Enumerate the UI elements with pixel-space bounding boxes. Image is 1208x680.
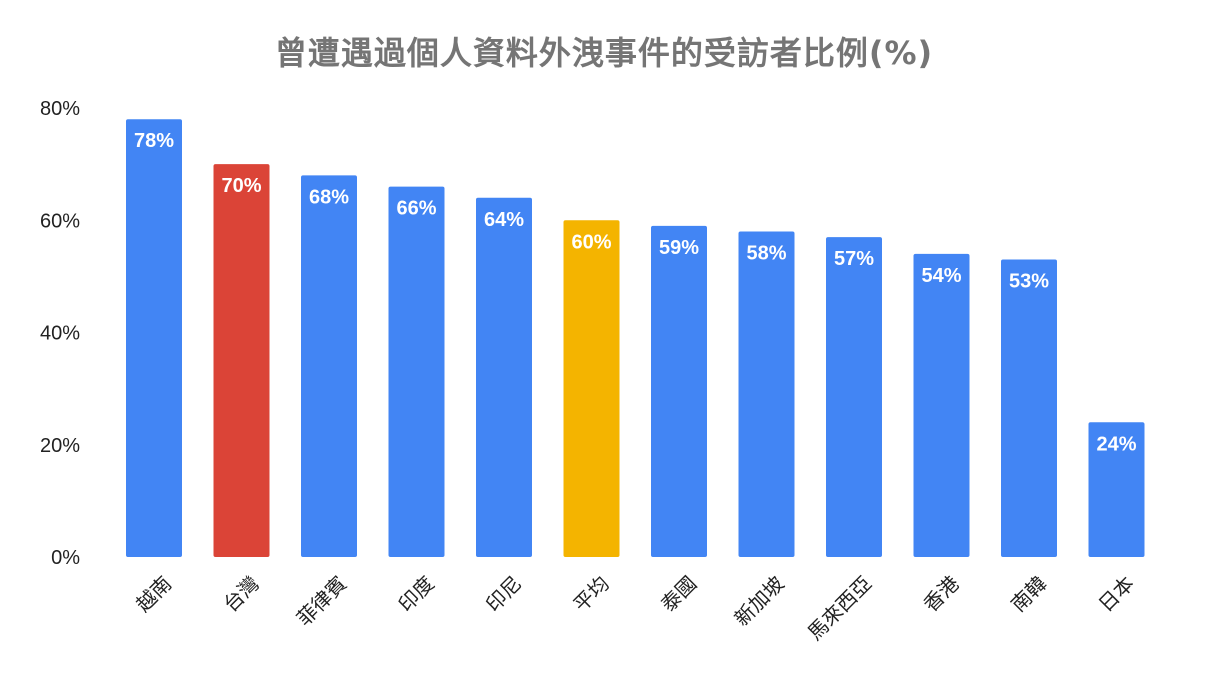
category-label: 南韓: [1006, 571, 1051, 616]
data-label: 57%: [834, 248, 874, 270]
bar: [651, 225, 707, 558]
y-tick-label: 0%: [51, 547, 80, 569]
category-label: 馬來西亞: [803, 571, 877, 645]
bar: [563, 220, 620, 557]
data-label: 54%: [921, 265, 961, 287]
data-label: 66%: [396, 198, 436, 220]
category-label: 印度: [394, 571, 439, 616]
category-label: 新加坡: [729, 571, 788, 630]
category-label: 日本: [1094, 571, 1139, 616]
bar: [913, 253, 970, 558]
category-label: 平均: [569, 571, 614, 616]
y-tick-label: 20%: [40, 435, 80, 457]
data-label: 60%: [571, 231, 611, 253]
y-tick-label: 40%: [40, 323, 80, 345]
bar: [388, 186, 445, 557]
data-label: 24%: [1096, 433, 1136, 455]
bar: [126, 119, 182, 557]
data-label: 70%: [221, 175, 261, 197]
category-label: 台灣: [219, 571, 264, 616]
chart-title: 曾遭遇過個人資料外洩事件的受訪者比例(%): [274, 34, 934, 72]
y-tick-label: 80%: [40, 98, 80, 120]
bar: [826, 237, 882, 557]
data-label: 68%: [309, 186, 349, 208]
category-label: 印尼: [481, 571, 526, 616]
bar: [1088, 422, 1145, 557]
category-label: 香港: [919, 571, 964, 616]
data-label: 59%: [659, 237, 699, 259]
data-label: 64%: [484, 209, 524, 231]
data-label: 58%: [746, 242, 786, 264]
category-label: 泰國: [656, 571, 701, 616]
category-label: 越南: [131, 571, 176, 616]
data-label: 78%: [134, 130, 174, 152]
bar: [1001, 259, 1057, 557]
bar: [738, 231, 795, 557]
bar: [476, 197, 532, 558]
bar: [213, 164, 270, 557]
y-tick-label: 60%: [40, 210, 80, 232]
bar: [301, 175, 357, 557]
data-label: 53%: [1009, 271, 1049, 293]
category-label: 菲律賓: [292, 571, 351, 630]
